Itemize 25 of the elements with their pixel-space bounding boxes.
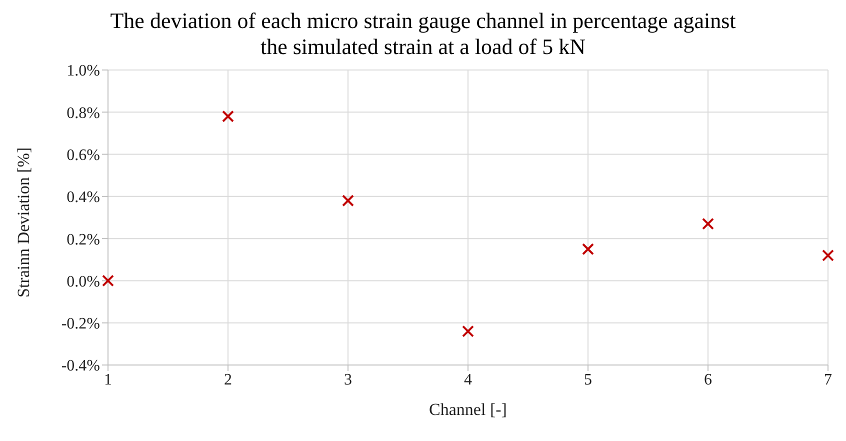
point xyxy=(702,218,714,230)
y-tick-label: 0.4% xyxy=(66,189,100,206)
y-tick-label: 0.0% xyxy=(66,273,100,290)
y-tick-label: 0.8% xyxy=(66,104,100,122)
x-tick-label: 1 xyxy=(104,371,112,388)
x-tick-label: 7 xyxy=(824,371,832,388)
y-tick-label: -0.4% xyxy=(61,358,100,375)
chart-title: The deviation of each micro strain gauge channel in percentage against the simulated strain at a load of 5 kN xyxy=(109,8,737,60)
x-tick-label: 3 xyxy=(344,371,352,388)
x-tick-label: 6 xyxy=(704,371,712,388)
x-axis-title: Channel [-] xyxy=(429,400,507,419)
y-axis-title: Strainn Deviation [%] xyxy=(14,147,34,298)
point xyxy=(822,249,834,262)
point xyxy=(342,194,354,207)
point xyxy=(582,243,594,256)
x-tick-label: 4 xyxy=(464,371,472,388)
point xyxy=(222,110,234,122)
y-tick-label: 0.6% xyxy=(66,146,100,164)
y-tick-label: -0.2% xyxy=(61,316,100,333)
point xyxy=(462,325,474,338)
x-tick-label: 5 xyxy=(584,371,592,388)
x-tick-label: 2 xyxy=(224,371,232,388)
y-tick-label: 0.2% xyxy=(66,231,100,248)
y-tick-label: 1.0% xyxy=(66,62,100,80)
point xyxy=(102,274,114,287)
